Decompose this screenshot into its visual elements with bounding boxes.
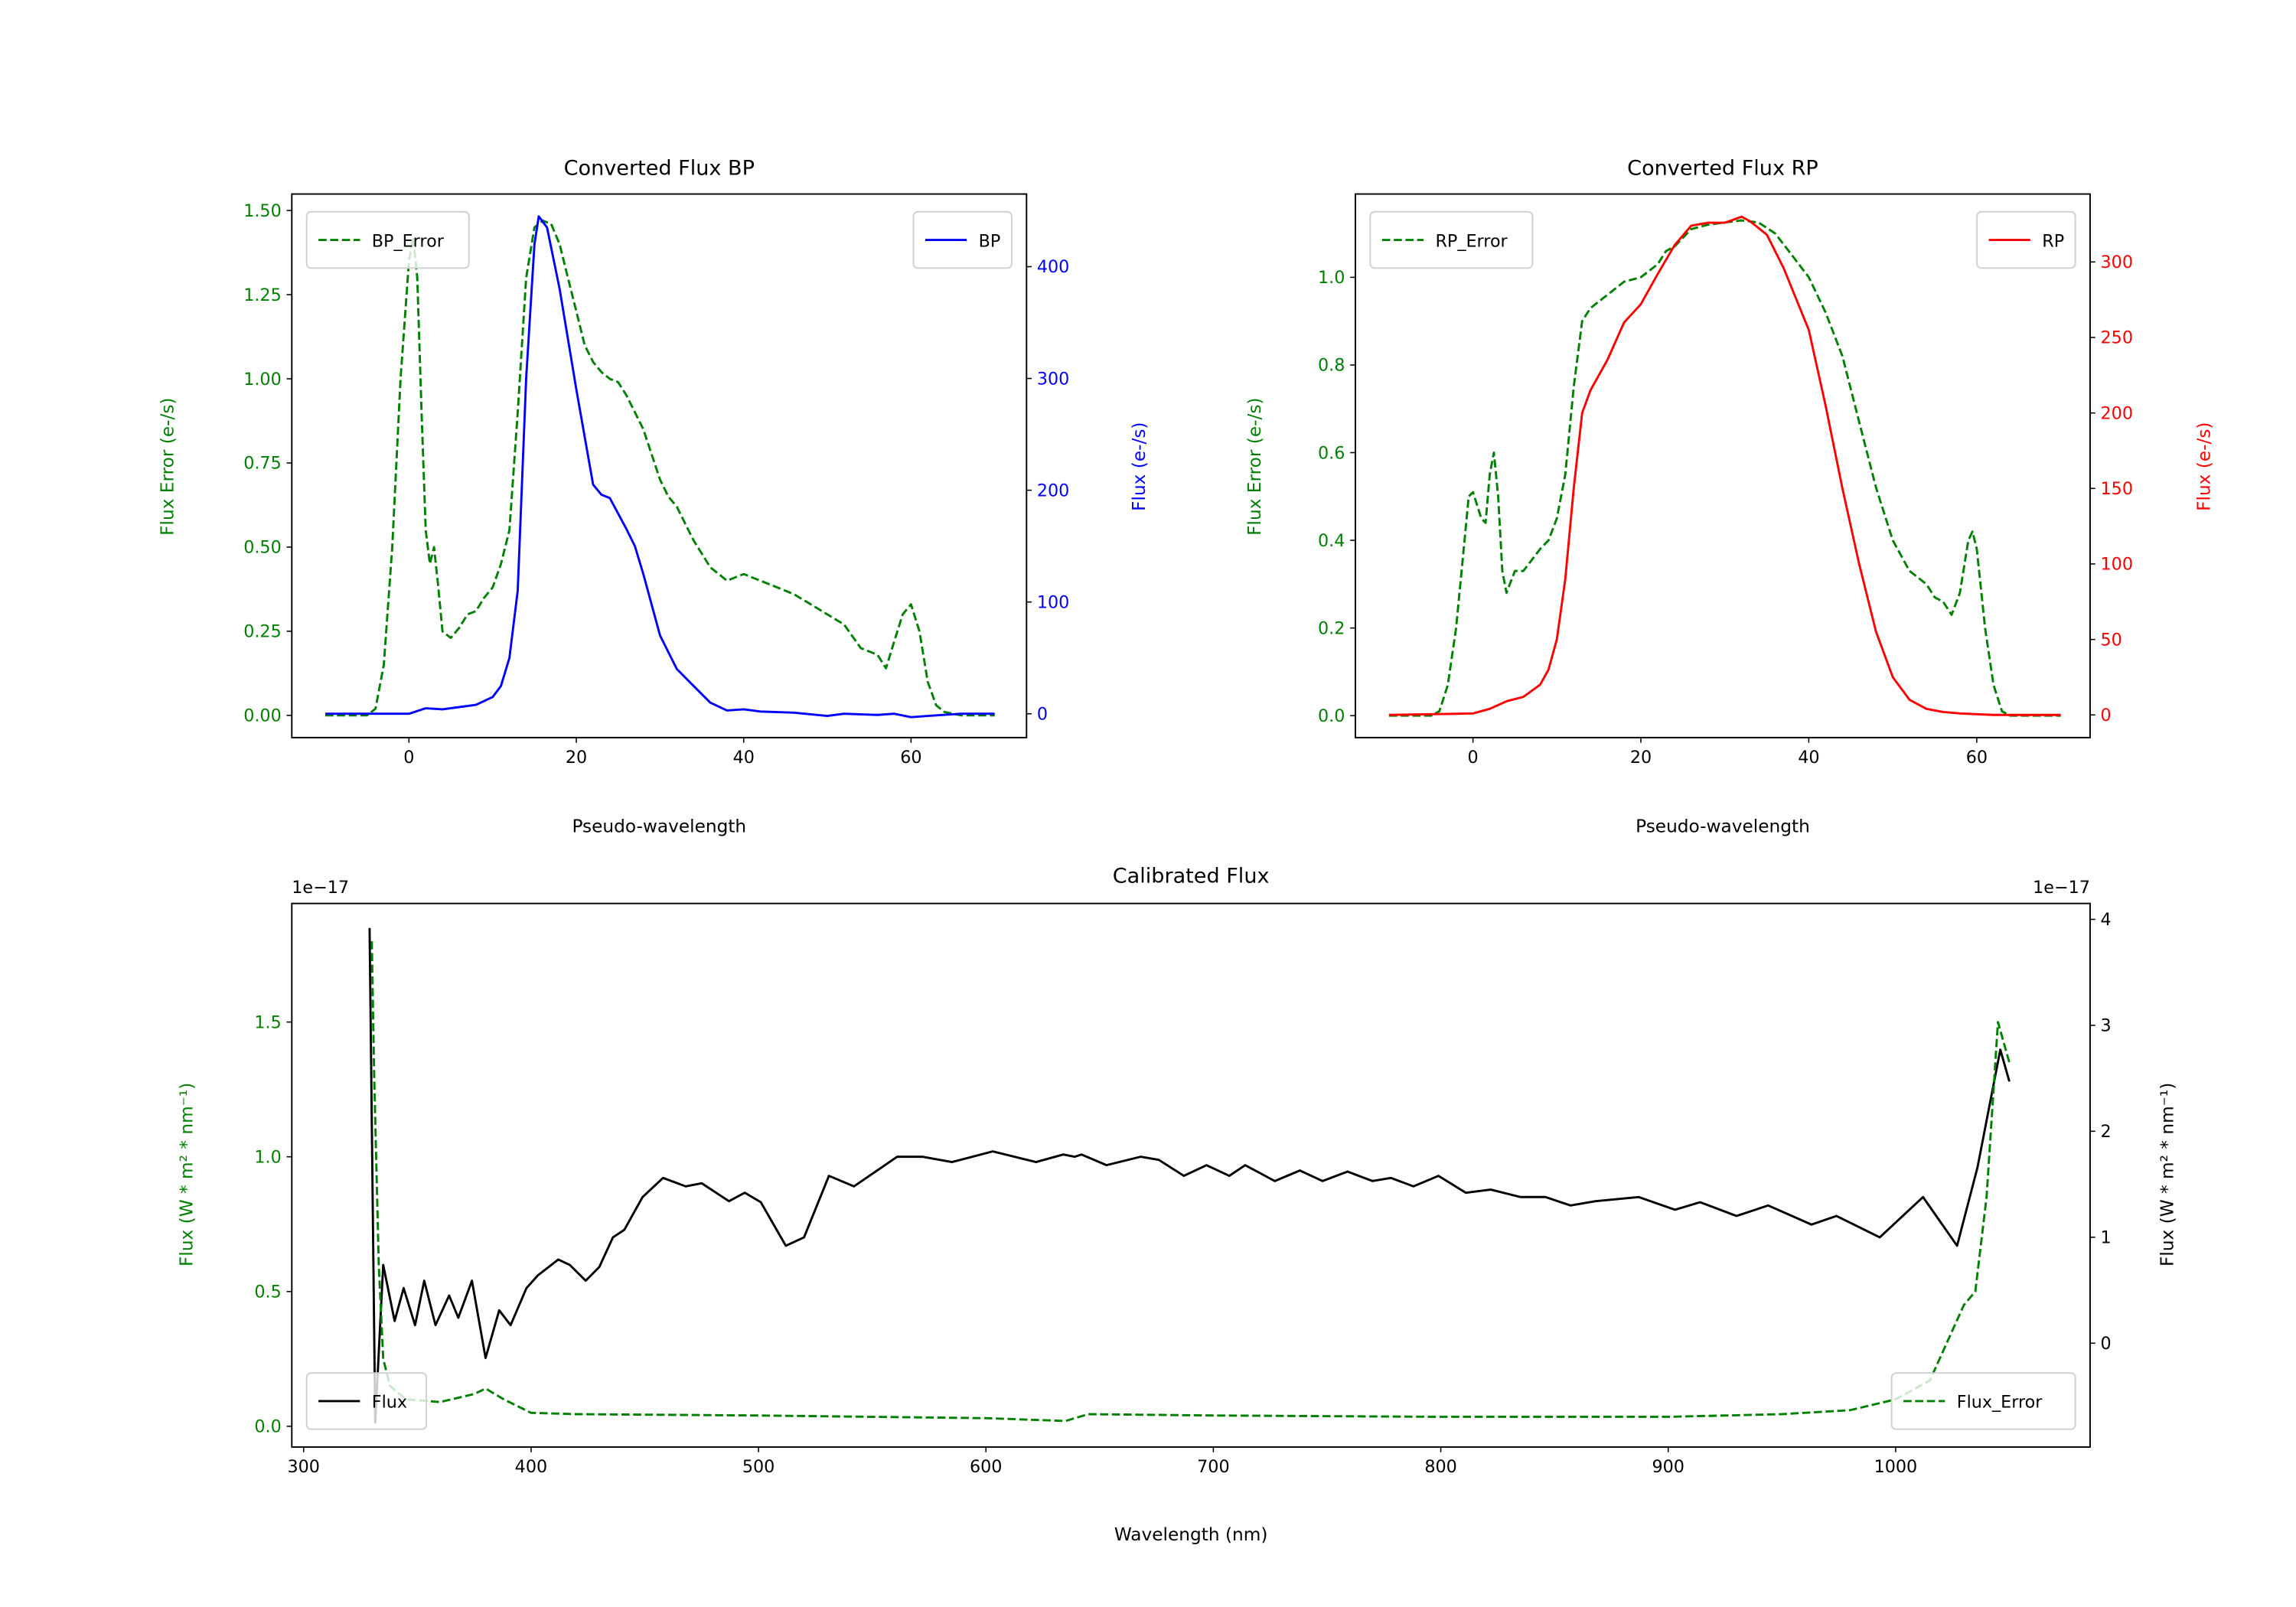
rp-ylabel-left: Flux Error (e-/s) bbox=[1244, 398, 1265, 536]
cal-xtick-label: 700 bbox=[1197, 1457, 1229, 1477]
cal-xtick-label: 900 bbox=[1652, 1457, 1684, 1477]
bp-series-bp-error bbox=[325, 219, 995, 717]
cal-ytick-right-label: 4 bbox=[2101, 910, 2112, 930]
rp-ytick-right-label: 200 bbox=[2101, 403, 2133, 423]
bp-ytick-left-label: 1.00 bbox=[243, 370, 282, 390]
cal-legend-flux: Flux bbox=[305, 1372, 428, 1430]
rp-legend-rp-error: RP_Error bbox=[1369, 210, 1534, 269]
cal-ylabel-right: Flux (W * m² * nm⁻¹) bbox=[2157, 1083, 2177, 1266]
legend-label: BP_Error bbox=[372, 231, 445, 251]
cal-offset-left: 1e−17 bbox=[292, 878, 349, 898]
bp-ytick-right-label: 400 bbox=[1037, 257, 1069, 277]
cal-xtick-label: 600 bbox=[970, 1457, 1002, 1477]
legend-box bbox=[305, 210, 470, 269]
bp-ytick-left-label: 0.25 bbox=[243, 622, 282, 642]
cal-xtick-label: 300 bbox=[288, 1457, 320, 1477]
cal-legend-flux-error: Flux_Error bbox=[1890, 1372, 2076, 1430]
cal-xlabel: Wavelength (nm) bbox=[1114, 1524, 1268, 1545]
rp-axes-frame bbox=[1355, 193, 2091, 738]
bp-legend-bp: BP bbox=[912, 210, 1013, 269]
rp-ytick-right-label: 50 bbox=[2101, 630, 2122, 650]
bp-xtick-label: 0 bbox=[403, 748, 414, 768]
cal-xtick-label: 1000 bbox=[1874, 1457, 1918, 1477]
legend-box bbox=[1369, 210, 1534, 269]
cal-ytick-left-label: 0.5 bbox=[254, 1283, 281, 1302]
bp-legend-bp-error: BP_Error bbox=[305, 210, 470, 269]
rp-ytick-right-label: 250 bbox=[2101, 328, 2133, 348]
cal-offset-right: 1e−17 bbox=[2033, 878, 2090, 898]
rp-ytick-right-label: 300 bbox=[2101, 253, 2133, 272]
cal-ytick-right-label: 2 bbox=[2101, 1122, 2112, 1142]
bp-xtick-label: 20 bbox=[566, 748, 587, 768]
legend-label: RP_Error bbox=[1435, 231, 1508, 251]
bp-xtick-label: 60 bbox=[900, 748, 921, 768]
legend-box bbox=[1890, 1372, 2076, 1430]
cal-title: Calibrated Flux bbox=[1113, 865, 1270, 888]
rp-ylabel-right: Flux (e-/s) bbox=[2194, 422, 2215, 511]
rp-panel: Converted Flux RP Pseudo-wavelength Flux… bbox=[1244, 156, 2215, 836]
cal-ylabel-left: Flux (W * m² * nm⁻¹) bbox=[177, 1083, 197, 1266]
bp-ytick-right-label: 200 bbox=[1037, 481, 1069, 500]
rp-xtick-label: 20 bbox=[1630, 748, 1652, 768]
bp-ytick-left-label: 0.75 bbox=[243, 454, 282, 474]
calibrated-panel: Calibrated Flux Wavelength (nm) Flux (W … bbox=[177, 865, 2178, 1545]
rp-ytick-right-label: 150 bbox=[2101, 479, 2133, 499]
rp-series-rp-error bbox=[1388, 219, 2061, 717]
cal-axes-frame bbox=[291, 902, 2091, 1448]
legend-box bbox=[305, 1372, 428, 1430]
cal-xtick-label: 800 bbox=[1424, 1457, 1456, 1477]
bp-ytick-left-label: 0.50 bbox=[243, 538, 282, 558]
cal-xtick-label: 400 bbox=[515, 1457, 547, 1477]
bp-xlabel: Pseudo-wavelength bbox=[572, 817, 746, 837]
bp-ytick-left-label: 1.25 bbox=[243, 285, 282, 305]
rp-xtick-label: 40 bbox=[1798, 748, 1819, 768]
cal-ytick-right-label: 0 bbox=[2101, 1334, 2112, 1354]
rp-ytick-left-label: 0.4 bbox=[1318, 531, 1345, 551]
rp-ytick-left-label: 0.6 bbox=[1318, 443, 1345, 463]
cal-ytick-left-label: 0.0 bbox=[254, 1417, 281, 1437]
rp-xlabel: Pseudo-wavelength bbox=[1636, 817, 1810, 837]
rp-ytick-right-label: 0 bbox=[2101, 706, 2112, 725]
bp-ytick-right-label: 0 bbox=[1037, 705, 1048, 725]
cal-ytick-right-label: 3 bbox=[2101, 1016, 2112, 1036]
rp-ytick-right-label: 100 bbox=[2101, 555, 2133, 575]
bp-ylabel-left: Flux Error (e-/s) bbox=[157, 398, 178, 536]
cal-series-flux-error bbox=[370, 940, 2011, 1423]
cal-ytick-left-label: 1.5 bbox=[254, 1012, 281, 1032]
legend-label: Flux_Error bbox=[1957, 1393, 2043, 1413]
rp-series-rp bbox=[1388, 215, 2061, 716]
rp-title: Converted Flux RP bbox=[1627, 156, 1818, 180]
rp-ytick-left-label: 1.0 bbox=[1318, 268, 1345, 288]
bp-ytick-right-label: 100 bbox=[1037, 592, 1069, 612]
bp-series-bp bbox=[325, 215, 995, 719]
rp-ytick-left-label: 0.0 bbox=[1318, 706, 1345, 726]
bp-ytick-left-label: 0.00 bbox=[243, 706, 282, 726]
rp-ytick-left-label: 0.2 bbox=[1318, 618, 1345, 638]
bp-ytick-left-label: 1.50 bbox=[243, 201, 282, 221]
cal-ytick-left-label: 1.0 bbox=[254, 1147, 281, 1167]
cal-series-flux bbox=[368, 927, 2011, 1424]
legend-label: Flux bbox=[372, 1393, 407, 1413]
bp-title: Converted Flux BP bbox=[564, 156, 755, 180]
rp-xtick-label: 60 bbox=[1966, 748, 1988, 768]
rp-legend-rp: RP bbox=[1976, 210, 2076, 269]
rp-ytick-left-label: 0.8 bbox=[1318, 356, 1345, 376]
bp-panel: Converted Flux BP Pseudo-wavelength Flux… bbox=[157, 156, 1150, 836]
bp-ytick-right-label: 300 bbox=[1037, 369, 1069, 389]
bp-ylabel-right: Flux (e-/s) bbox=[1129, 422, 1150, 511]
cal-xtick-label: 500 bbox=[742, 1457, 775, 1477]
bp-axes-frame bbox=[291, 193, 1028, 738]
bp-xtick-label: 40 bbox=[733, 748, 755, 768]
cal-ytick-right-label: 1 bbox=[2101, 1228, 2112, 1248]
legend-label: BP bbox=[979, 231, 1001, 251]
legend-label: RP bbox=[2042, 231, 2064, 251]
rp-xtick-label: 0 bbox=[1467, 748, 1478, 768]
